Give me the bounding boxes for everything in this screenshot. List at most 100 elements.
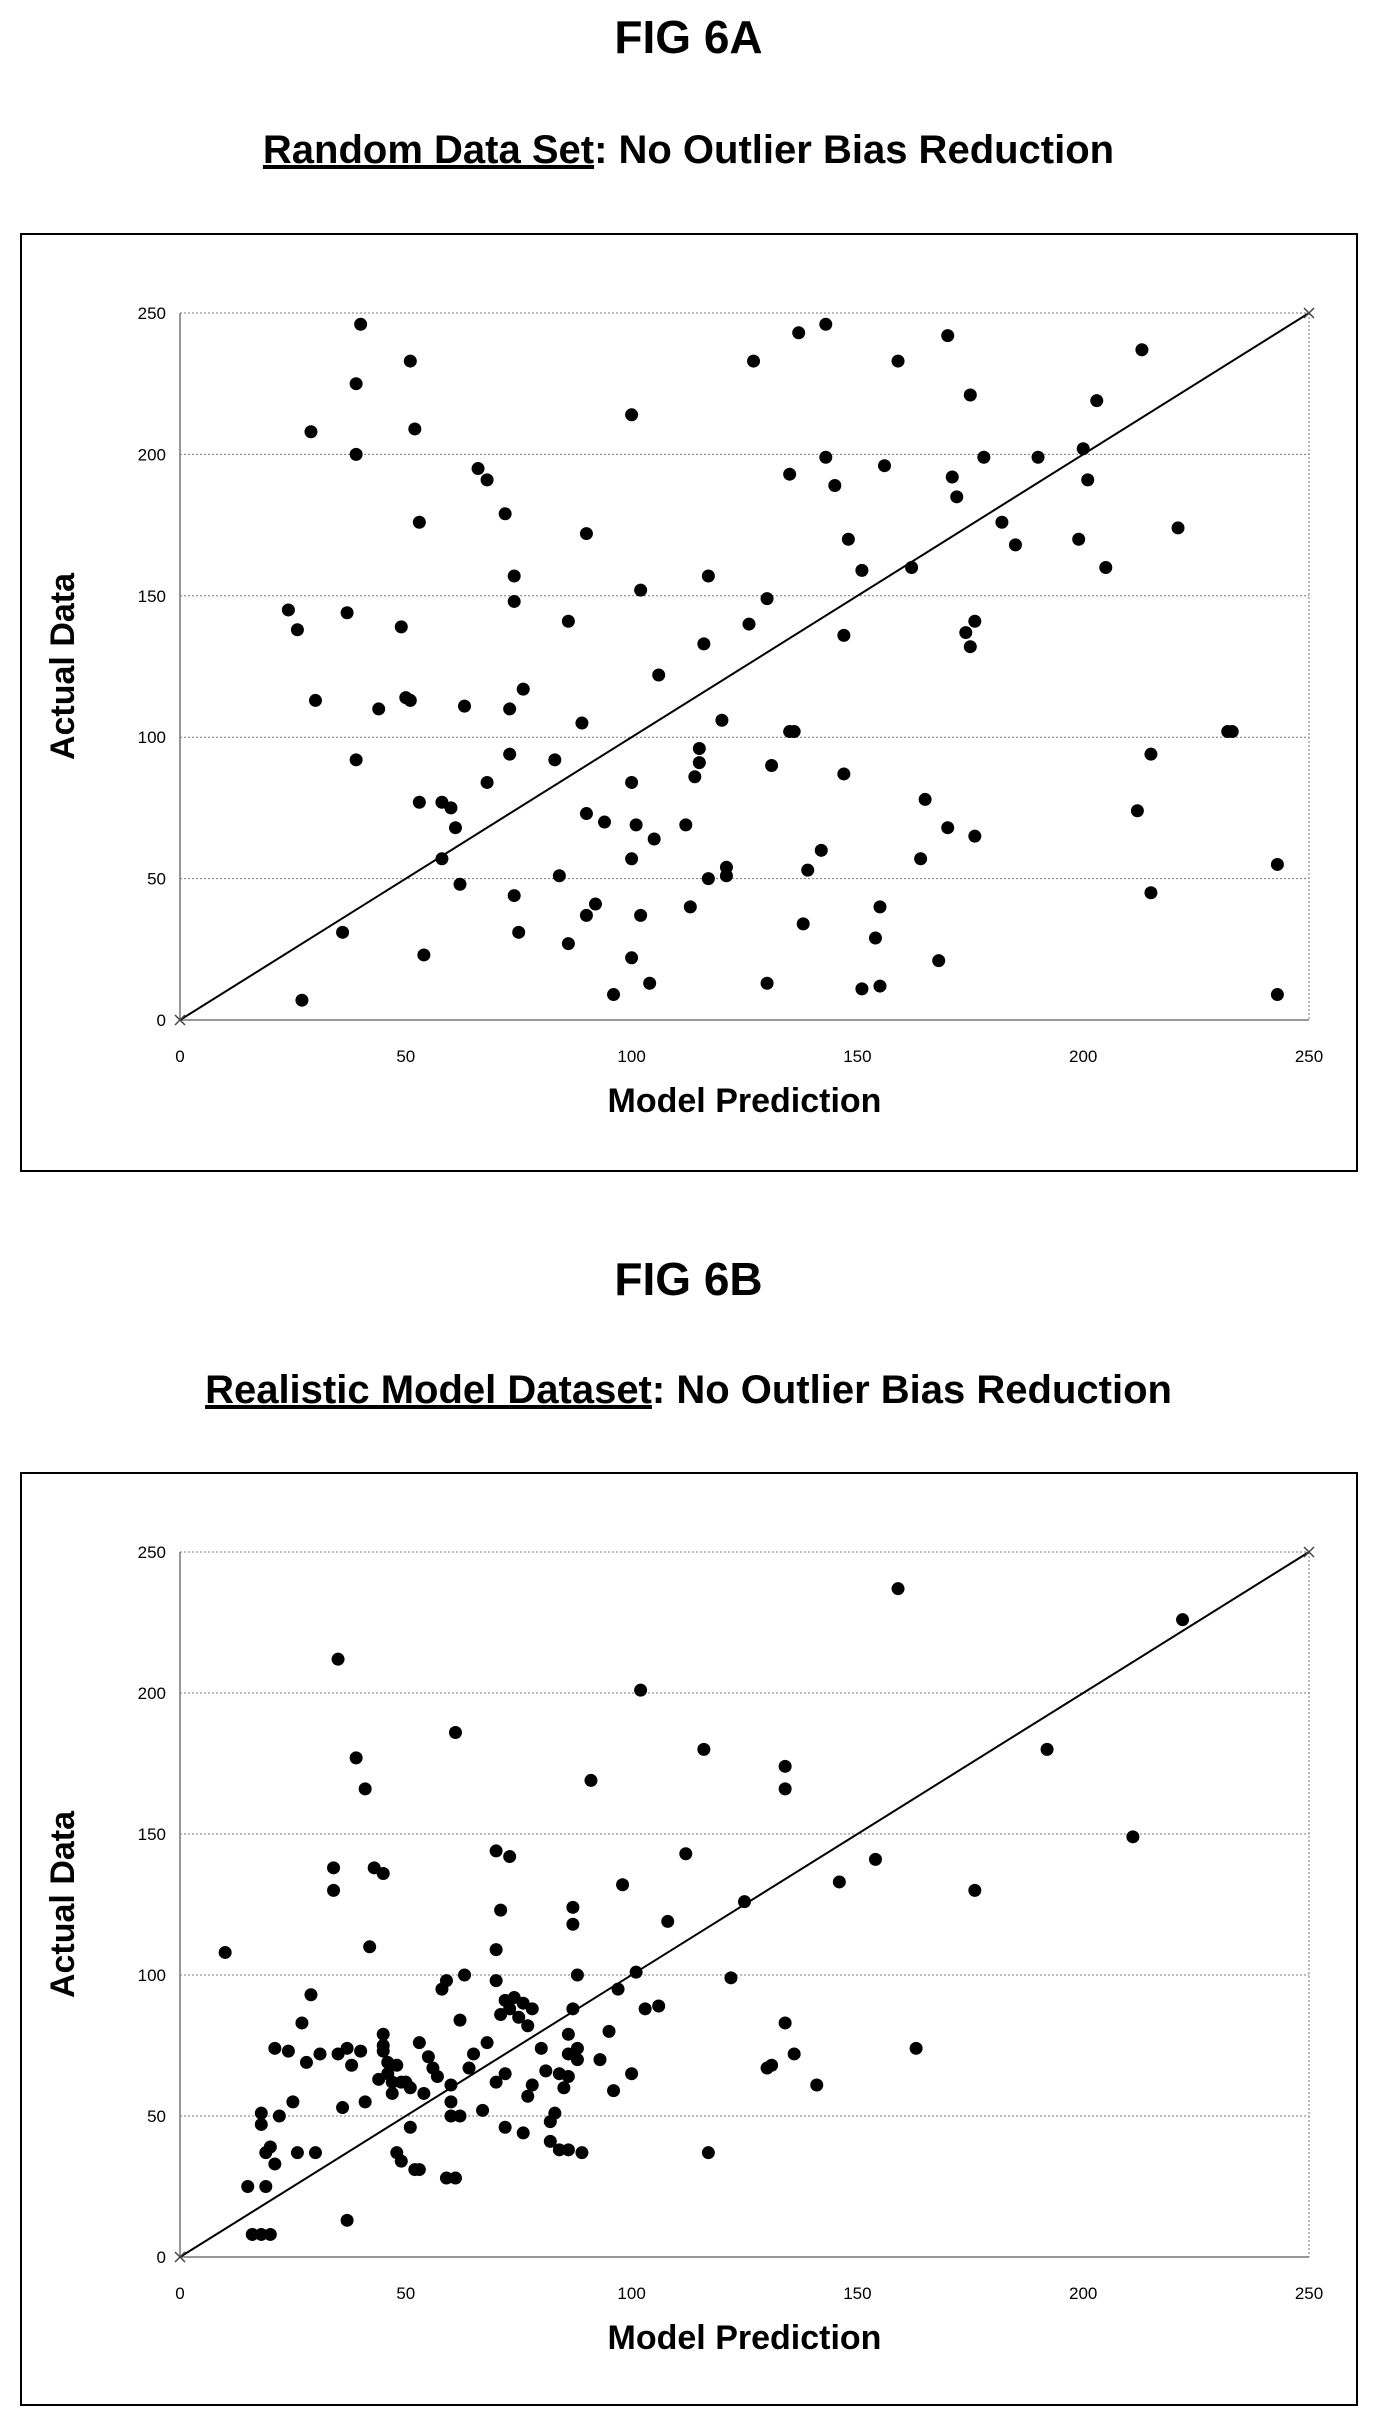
chart-1-data-point: [503, 1850, 517, 1864]
chart-1-data-point: [697, 1742, 711, 1756]
chart-0-data-point: [941, 329, 955, 343]
chart-1-data-point: [1176, 1613, 1190, 1627]
chart-0-data-point: [828, 479, 842, 493]
chart-1-data-point: [566, 2002, 580, 2016]
chart-0-reference-endpoint-stroke: [174, 1014, 186, 1026]
chart-1-data-point: [638, 2002, 652, 2016]
chart-0-data-point: [801, 863, 815, 877]
chart-0-data-point: [435, 852, 449, 866]
chart-1-data-point: [593, 2053, 607, 2067]
chart-1-data-point: [281, 2044, 295, 2058]
chart-1-data-point: [354, 2044, 368, 2058]
chart-1-data-point: [778, 1759, 792, 1773]
chart-0-data-point: [579, 908, 593, 922]
chart-0-y-tick-label: 150: [138, 587, 166, 606]
chart-1-y-tick-label: 50: [147, 2107, 166, 2126]
chart-1-data-point: [489, 2075, 503, 2089]
chart-0-x-tick-label: 250: [1295, 1047, 1323, 1066]
chart-0-data-point: [507, 594, 521, 608]
chart-1-data-point: [561, 2070, 575, 2084]
chart-0-data-point: [349, 753, 363, 767]
chart-0-data-point: [503, 747, 517, 761]
chart-0-data-point: [625, 775, 639, 789]
chart-1-y-tick-label: 250: [138, 1543, 166, 1562]
chart-0-x-tick-label: 100: [617, 1047, 645, 1066]
chart-1-data-point: [525, 2078, 539, 2092]
chart-0-data-point: [453, 877, 467, 891]
chart-1-data-point: [543, 2134, 557, 2148]
chart-0-data-point: [891, 354, 905, 368]
chart-1-data-point: [868, 1852, 882, 1866]
chart-1-data-point: [254, 2227, 268, 2241]
chart-0-data-point: [625, 951, 639, 965]
chart-1-data-point: [570, 1968, 584, 1982]
chart-1-data-point: [263, 2140, 277, 2154]
chart-0-data-point: [394, 620, 408, 634]
chart-0-data-point: [552, 869, 566, 883]
figure-b-label: FIG 6B: [614, 1253, 763, 1305]
chart-0-data-point: [625, 408, 639, 422]
chart-0-data-point: [575, 716, 589, 730]
chart-1-data-point: [480, 2036, 494, 2050]
chart-0-data-point: [787, 725, 801, 739]
chart-0-data-point: [308, 693, 322, 707]
chart-1-data-point: [570, 2041, 584, 2055]
chart-0-data-point: [1031, 450, 1045, 464]
chart-1-data-point: [363, 1940, 377, 1954]
chart-0-reference-endpoint-stroke: [1303, 307, 1315, 319]
chart-1-data-point: [268, 2041, 282, 2055]
chart-1-data-point: [489, 1844, 503, 1858]
chart-1-data-point: [439, 2171, 453, 2185]
chart-1-data-point: [561, 2027, 575, 2041]
chart-0-data-point: [290, 623, 304, 637]
chart-0-data-point: [692, 742, 706, 756]
chart-0-data-point: [412, 795, 426, 809]
chart-1-data-point: [453, 2109, 467, 2123]
chart-0-y-tick-label: 50: [147, 870, 166, 889]
chart-1-data-point: [778, 1782, 792, 1796]
chart-1-data-point: [430, 2070, 444, 2084]
chart-0-data-point: [458, 699, 472, 713]
chart-1-data-point: [525, 2002, 539, 2016]
chart-0-x-axis-title: Model Prediction: [608, 1082, 882, 1120]
chart-1-data-point: [340, 2041, 354, 2055]
figure-a-title-main: Random Data Set: [262, 128, 595, 172]
chart-0-data-point: [760, 976, 774, 990]
chart-0-data-point: [643, 976, 657, 990]
chart-0-data-point: [607, 988, 621, 1002]
chart-0-data-point: [507, 889, 521, 903]
chart-1-data-point: [521, 2019, 535, 2033]
chart-0-data-point: [349, 377, 363, 391]
chart-1-data-point: [313, 2047, 327, 2061]
chart-0-data-point: [950, 490, 964, 504]
chart-0-data-point: [480, 775, 494, 789]
chart-0-data-point: [873, 900, 887, 914]
chart-1-data-point: [403, 2120, 417, 2134]
chart-1-data-point: [909, 2041, 923, 2055]
chart-1-data-point: [534, 2041, 548, 2055]
chart-1-data-point: [570, 2053, 584, 2067]
chart-1-data-point: [521, 2089, 535, 2103]
chart-0-y-tick-label: 0: [157, 1011, 166, 1030]
chart-1-data-point: [327, 1861, 341, 1875]
chart-1-data-point: [340, 2213, 354, 2227]
figure-b-title: Realistic Model Dataset: No Outlier Bias…: [0, 1368, 1377, 1413]
chart-1-x-tick-label: 100: [617, 2284, 645, 2303]
chart-0-data-point: [625, 852, 639, 866]
chart-1-y-tick-label: 200: [138, 1684, 166, 1703]
chart-1-data-point: [376, 2039, 390, 2052]
chart-1-data-point: [308, 2146, 322, 2160]
chart-a-frame: 0 50 100 150 200 250 0 50 100 150 200 250 Model Pred…: [20, 233, 1358, 1172]
chart-0-data-point: [1144, 747, 1158, 761]
chart-0-data-point: [905, 561, 919, 575]
chart-0-data-point: [968, 829, 982, 843]
chart-0-data-point: [281, 603, 295, 617]
chart-0-data-point: [444, 801, 458, 815]
chart-1-data-point: [245, 2227, 259, 2241]
chart-1-data-point: [421, 2050, 435, 2064]
figure-a-label: FIG 6A: [614, 11, 763, 63]
chart-0-data-point: [855, 982, 869, 996]
chart-1-data-point: [701, 2146, 715, 2160]
chart-0-reference-endpoint-marker: [1303, 307, 1315, 319]
chart-0-data-point: [304, 425, 318, 439]
